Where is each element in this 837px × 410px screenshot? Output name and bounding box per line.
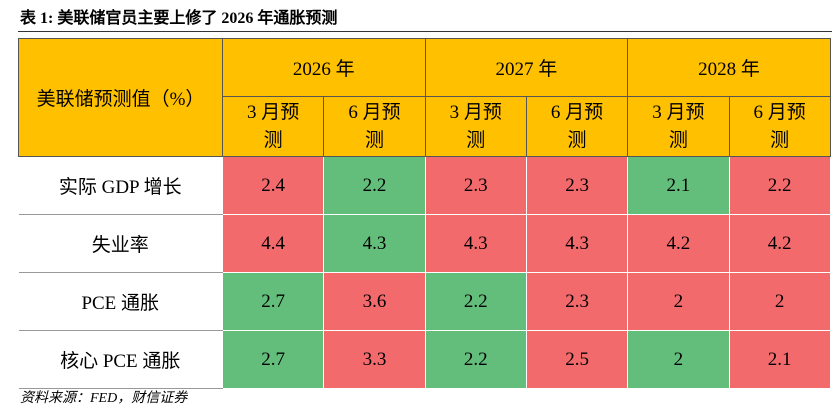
value-cell: 3.6 [323, 272, 426, 331]
sub-header-text: 6 月预测 [753, 101, 806, 151]
sub-header: 3 月预测 [221, 96, 325, 157]
table-title: 表 1: 美联储官员主要上修了 2026 年通胀预测 [20, 10, 338, 27]
value-cell: 4.2 [627, 214, 730, 273]
sub-header-text: 3 月预测 [449, 101, 502, 151]
table-row: 实际 GDP 增长 2.4 2.2 2.3 2.3 2.1 2.2 [18, 156, 831, 215]
value-cell: 2.1 [627, 156, 730, 215]
sub-header: 6 月预测 [323, 96, 426, 157]
value-cell: 2.2 [323, 156, 426, 215]
value-cell: 2.2 [424, 272, 527, 331]
corner-header: 美联储预测值（%） [18, 38, 223, 157]
sub-header: 6 月预测 [728, 96, 831, 157]
row-label: 失业率 [18, 214, 223, 273]
value-cell: 2.3 [525, 272, 629, 331]
table-row: 核心 PCE 通胀 2.7 3.3 2.2 2.5 2 2.1 [18, 330, 831, 389]
row-label: 实际 GDP 增长 [18, 156, 223, 215]
value-cell: 2.7 [221, 330, 325, 389]
value-cell: 2.4 [221, 156, 325, 215]
value-cell: 2.3 [525, 156, 629, 215]
value-cell: 4.4 [221, 214, 325, 273]
title-rule [18, 31, 832, 32]
source-note: 资料来源：FED，财信证券 [20, 391, 188, 406]
value-cell: 2 [627, 330, 730, 389]
sub-header-text: 6 月预测 [348, 101, 401, 151]
year-header: 2027 年 [424, 38, 629, 97]
table-row: 失业率 4.4 4.3 4.3 4.3 4.2 4.2 [18, 214, 831, 273]
value-cell: 4.2 [728, 214, 831, 273]
value-cell: 4.3 [525, 214, 629, 273]
sub-header-text: 3 月预测 [247, 101, 300, 151]
sub-header-text: 3 月预测 [652, 101, 705, 151]
sub-header-text: 6 月预测 [550, 101, 604, 151]
value-cell: 2.1 [728, 330, 831, 389]
year-header: 2026 年 [222, 38, 426, 97]
value-cell: 2 [627, 272, 730, 331]
sub-header: 3 月预测 [627, 96, 730, 157]
value-cell: 3.3 [323, 330, 426, 389]
sub-header: 6 月预测 [525, 96, 629, 157]
value-cell: 2.2 [424, 330, 527, 389]
value-cell: 4.3 [424, 214, 527, 273]
value-cell: 2.5 [525, 330, 629, 389]
sub-header: 3 月预测 [424, 96, 527, 157]
value-cell: 2.7 [221, 272, 325, 331]
forecast-table: 美联储预测值（%） 2026 年 2027 年 2028 年 3 月预测 6 月预… [18, 38, 831, 389]
row-label: PCE 通胀 [18, 272, 223, 331]
value-cell: 2 [728, 272, 831, 331]
value-cell: 2.3 [424, 156, 527, 215]
value-cell: 4.3 [323, 214, 426, 273]
table-row: PCE 通胀 2.7 3.6 2.2 2.3 2 2 [18, 272, 831, 331]
value-cell: 2.2 [728, 156, 831, 215]
row-label: 核心 PCE 通胀 [18, 330, 223, 389]
year-header: 2028 年 [627, 38, 831, 97]
